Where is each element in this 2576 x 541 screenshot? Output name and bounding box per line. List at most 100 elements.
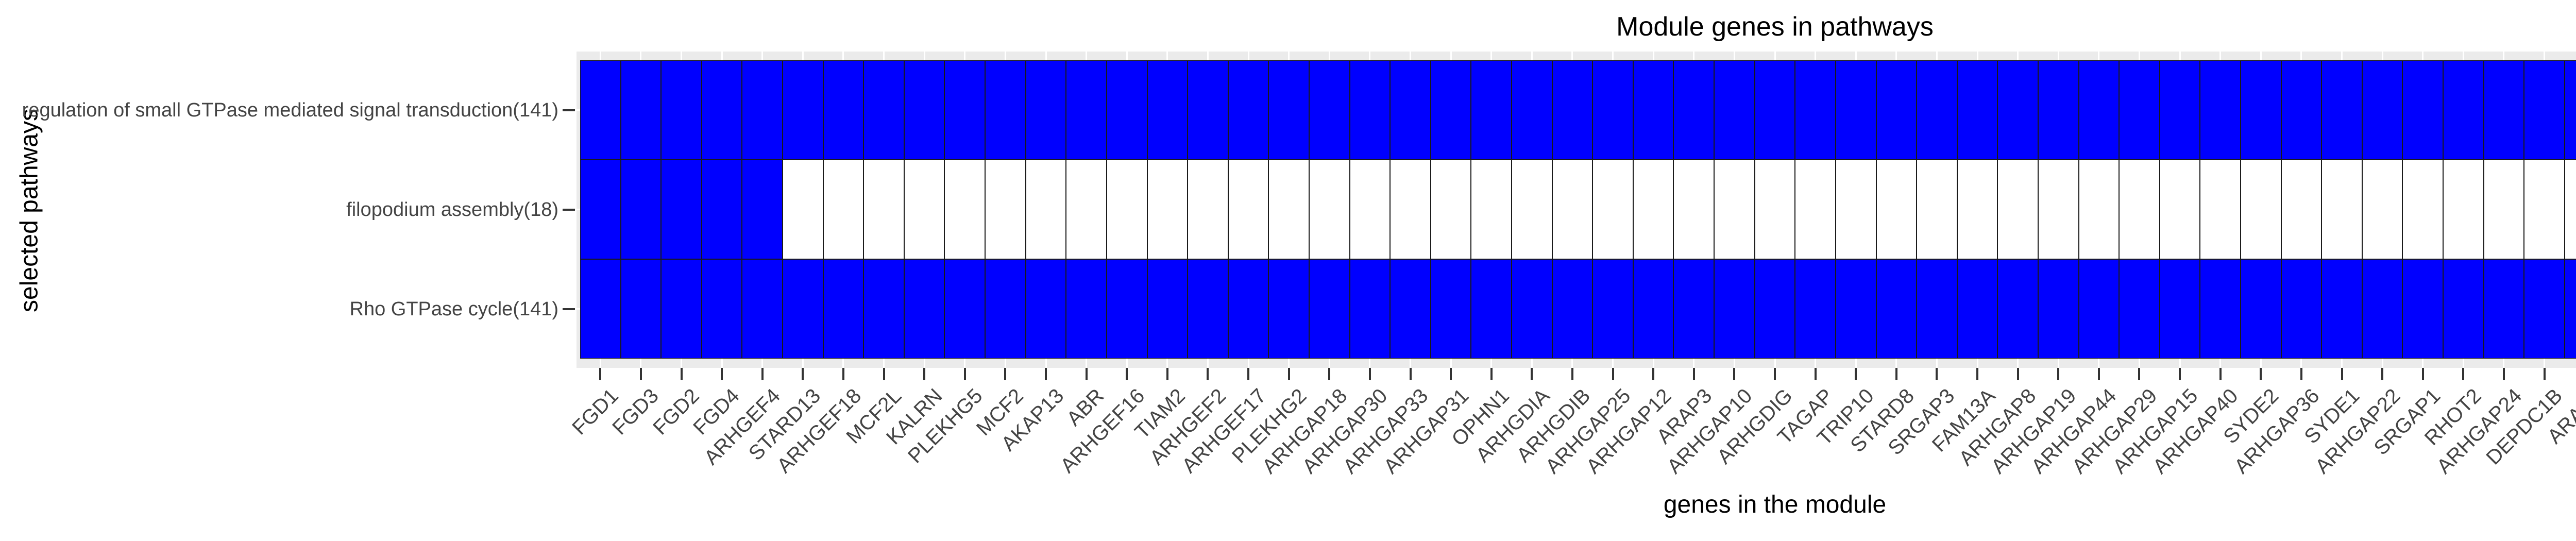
heatmap-cell <box>1471 160 1512 259</box>
heatmap-cell <box>1957 160 1997 259</box>
heatmap-cell <box>783 259 823 359</box>
heatmap-cell <box>1795 259 1836 359</box>
y-axis-title: selected pathways <box>15 109 43 312</box>
heatmap-cell <box>1350 259 1390 359</box>
heatmap-cell <box>1268 160 1309 259</box>
heatmap-cell <box>1431 60 1471 160</box>
x-tick <box>1409 368 1412 380</box>
heatmap-cell <box>2119 160 2160 259</box>
x-axis-title: genes in the module <box>1663 491 1887 518</box>
heatmap-cell <box>1997 60 2038 160</box>
x-tick <box>1450 368 1452 380</box>
x-tick <box>2016 368 2019 380</box>
heatmap-cell <box>2119 60 2160 160</box>
heatmap-cell <box>580 60 621 160</box>
heatmap-cell <box>1228 259 1268 359</box>
x-tick <box>963 368 966 380</box>
heatmap-cell <box>1390 60 1431 160</box>
heatmap-cell <box>904 259 944 359</box>
x-tick <box>2219 368 2222 380</box>
x-tick <box>1490 368 1493 380</box>
heatmap-cell <box>944 259 985 359</box>
heatmap-cell <box>1107 160 1147 259</box>
heatmap-cell <box>2281 259 2321 359</box>
x-tick <box>1652 368 1655 380</box>
heatmap-cell <box>823 259 863 359</box>
heatmap-cell <box>2484 160 2524 259</box>
x-tick-label: FGD1 <box>567 384 623 439</box>
heatmap-cell <box>1309 160 1350 259</box>
heatmap-cell <box>944 60 985 160</box>
x-tick <box>2502 368 2505 380</box>
heatmap-cell <box>1997 259 2038 359</box>
x-tick <box>1692 368 1695 380</box>
x-tick <box>1814 368 1817 380</box>
heatmap-cell <box>2079 160 2119 259</box>
heatmap-cell <box>1673 60 1714 160</box>
heatmap-cell <box>1714 160 1755 259</box>
heatmap-cell <box>1795 160 1836 259</box>
heatmap-cell <box>2565 60 2576 160</box>
heatmap-cell <box>2321 60 2362 160</box>
x-tick <box>2097 368 2100 380</box>
heatmap-cell <box>2362 60 2402 160</box>
x-tick <box>1126 368 1128 380</box>
heatmap-cell <box>2038 160 2079 259</box>
heatmap-cell <box>1836 160 1876 259</box>
heatmap-cell <box>1673 259 1714 359</box>
x-tick <box>721 368 723 380</box>
heatmap-cell <box>1066 259 1107 359</box>
heatmap-cell <box>1876 259 1917 359</box>
heatmap-cell <box>1309 60 1350 160</box>
x-tick <box>802 368 804 380</box>
y-tick-label: Rho GTPase cycle(141) <box>349 298 559 320</box>
heatmap-cell <box>2402 60 2443 160</box>
heatmap-cell <box>1633 60 1673 160</box>
heatmap-cell <box>1350 60 1390 160</box>
heatmap-cell <box>1755 60 1795 160</box>
heatmap-cell <box>2565 160 2576 259</box>
heatmap-cell <box>1431 259 1471 359</box>
x-tick <box>1936 368 1938 380</box>
x-tick <box>1287 368 1290 380</box>
heatmap-cell <box>2038 259 2079 359</box>
x-tick <box>1207 368 1209 380</box>
x-tick <box>2057 368 2060 380</box>
heatmap-cell <box>985 160 1026 259</box>
heatmap-cell <box>863 60 904 160</box>
x-tick <box>680 368 683 380</box>
heatmap-cell <box>1026 259 1066 359</box>
x-tick <box>1531 368 1533 380</box>
heatmap-cell <box>2443 259 2484 359</box>
heatmap-cell <box>2079 60 2119 160</box>
heatmap-cell <box>2281 60 2321 160</box>
heatmap-cell <box>2038 60 2079 160</box>
heatmap-cell <box>2160 160 2200 259</box>
heatmap-cell <box>702 60 742 160</box>
heatmap-cell <box>2402 259 2443 359</box>
x-tick <box>2300 368 2302 380</box>
x-tick <box>2543 368 2546 380</box>
heatmap-cell <box>1147 160 1188 259</box>
heatmap-cell <box>1755 160 1795 259</box>
heatmap-cell <box>985 60 1026 160</box>
heatmap-cell <box>580 160 621 259</box>
heatmap-cell <box>1592 259 1633 359</box>
x-tick <box>842 368 844 380</box>
heatmap-cell <box>1309 259 1350 359</box>
heatmap-cell <box>823 160 863 259</box>
heatmap-cell <box>2484 60 2524 160</box>
x-tick <box>1895 368 1897 380</box>
heatmap-cell <box>742 60 783 160</box>
x-tick <box>639 368 642 380</box>
heatmap-cell <box>2281 160 2321 259</box>
heatmap-cell <box>2241 259 2281 359</box>
heatmap-cell <box>1066 60 1107 160</box>
x-tick <box>1855 368 1857 380</box>
y-tick <box>563 308 575 310</box>
heatmap-cell <box>1957 60 1997 160</box>
heatmap-cell <box>1917 259 1957 359</box>
heatmap-cell <box>1390 160 1431 259</box>
heatmap-cell <box>1917 160 1957 259</box>
heatmap-cell <box>1188 160 1228 259</box>
